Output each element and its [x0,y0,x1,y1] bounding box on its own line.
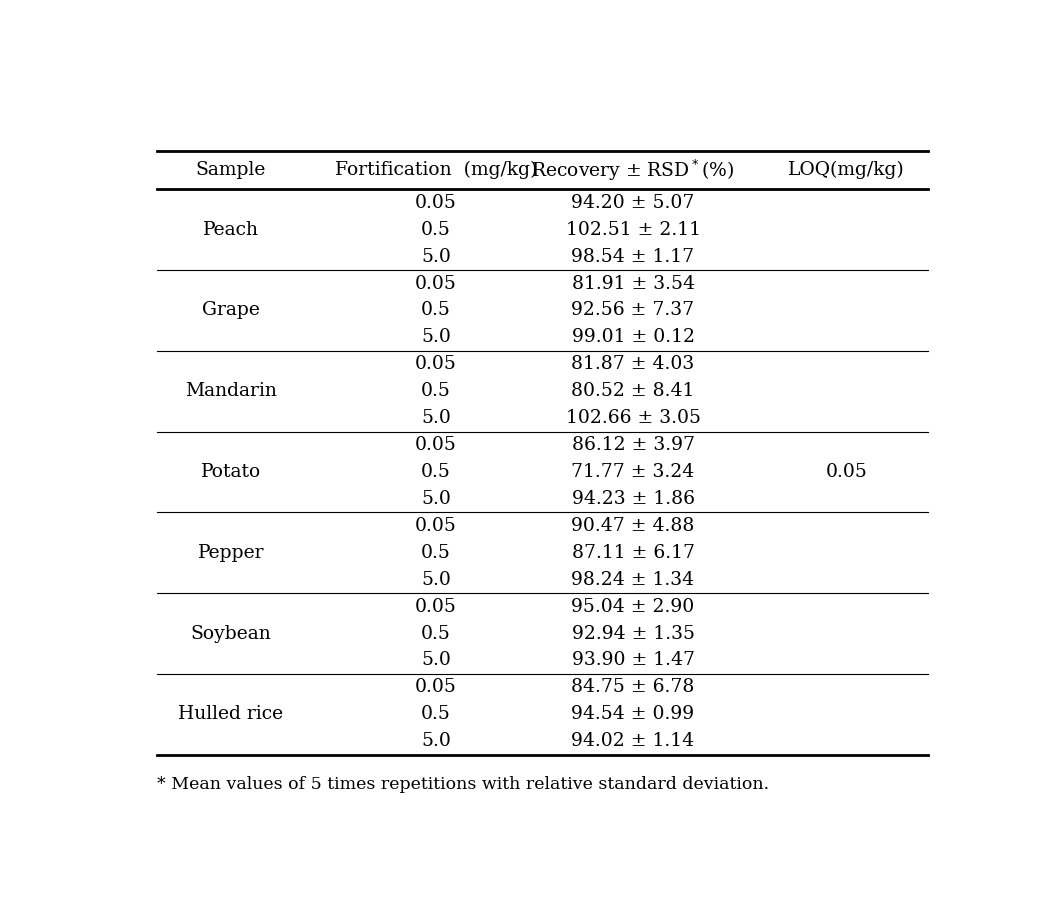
Text: 0.5: 0.5 [421,463,451,481]
Text: 0.5: 0.5 [421,625,451,643]
Text: 0.05: 0.05 [825,463,867,481]
Text: Soybean: Soybean [191,625,271,643]
Text: Potato: Potato [201,463,261,481]
Text: 94.23 ± 1.86: 94.23 ± 1.86 [572,490,695,508]
Text: Grape: Grape [202,301,259,320]
Text: 0.5: 0.5 [421,221,451,239]
Text: Peach: Peach [203,221,258,239]
Text: 0.05: 0.05 [415,274,457,292]
Text: 0.05: 0.05 [415,355,457,373]
Text: 102.66 ± 3.05: 102.66 ± 3.05 [566,410,700,427]
Text: 5.0: 5.0 [421,490,451,508]
Text: 93.90 ± 1.47: 93.90 ± 1.47 [572,651,695,669]
Text: Fortification  (mg/kg): Fortification (mg/kg) [335,161,537,179]
Text: 0.05: 0.05 [415,678,457,696]
Text: Sample: Sample [196,161,266,179]
Text: 0.5: 0.5 [421,382,451,400]
Text: Pepper: Pepper [198,544,264,562]
Text: 99.01 ± 0.12: 99.01 ± 0.12 [572,329,695,347]
Text: 92.94 ± 1.35: 92.94 ± 1.35 [572,625,695,643]
Text: 90.47 ± 4.88: 90.47 ± 4.88 [571,517,695,535]
Text: 0.5: 0.5 [421,706,451,724]
Text: 95.04 ± 2.90: 95.04 ± 2.90 [572,597,695,616]
Text: 94.02 ± 1.14: 94.02 ± 1.14 [572,732,695,750]
Text: 0.5: 0.5 [421,301,451,320]
Text: 0.5: 0.5 [421,544,451,562]
Text: 0.05: 0.05 [415,436,457,454]
Text: 98.54 ± 1.17: 98.54 ± 1.17 [572,248,695,266]
Text: 80.52 ± 8.41: 80.52 ± 8.41 [571,382,695,400]
Text: 92.56 ± 7.37: 92.56 ± 7.37 [572,301,695,320]
Text: 102.51 ± 2.11: 102.51 ± 2.11 [566,221,700,239]
Text: 81.91 ± 3.54: 81.91 ± 3.54 [572,274,695,292]
Text: 94.54 ± 0.99: 94.54 ± 0.99 [572,706,695,724]
Text: 98.24 ± 1.34: 98.24 ± 1.34 [572,570,695,588]
Text: 84.75 ± 6.78: 84.75 ± 6.78 [571,678,695,696]
Text: 94.20 ± 5.07: 94.20 ± 5.07 [571,193,695,212]
Text: * Mean values of 5 times repetitions with relative standard deviation.: * Mean values of 5 times repetitions wit… [157,775,769,793]
Text: 71.77 ± 3.24: 71.77 ± 3.24 [572,463,695,481]
Text: LOQ(mg/kg): LOQ(mg/kg) [788,161,904,179]
Text: 5.0: 5.0 [421,248,451,266]
Text: Recovery ± RSD$^*$(%): Recovery ± RSD$^*$(%) [532,157,735,183]
Text: Mandarin: Mandarin [185,382,276,400]
Text: 86.12 ± 3.97: 86.12 ± 3.97 [572,436,695,454]
Text: 5.0: 5.0 [421,329,451,347]
Text: 0.05: 0.05 [415,597,457,616]
Text: 5.0: 5.0 [421,732,451,750]
Text: 0.05: 0.05 [415,193,457,212]
Text: 5.0: 5.0 [421,570,451,588]
Text: Hulled rice: Hulled rice [178,706,284,724]
Text: 0.05: 0.05 [415,517,457,535]
Text: 5.0: 5.0 [421,651,451,669]
Text: 81.87 ± 4.03: 81.87 ± 4.03 [572,355,695,373]
Text: 5.0: 5.0 [421,410,451,427]
Text: 87.11 ± 6.17: 87.11 ± 6.17 [572,544,695,562]
